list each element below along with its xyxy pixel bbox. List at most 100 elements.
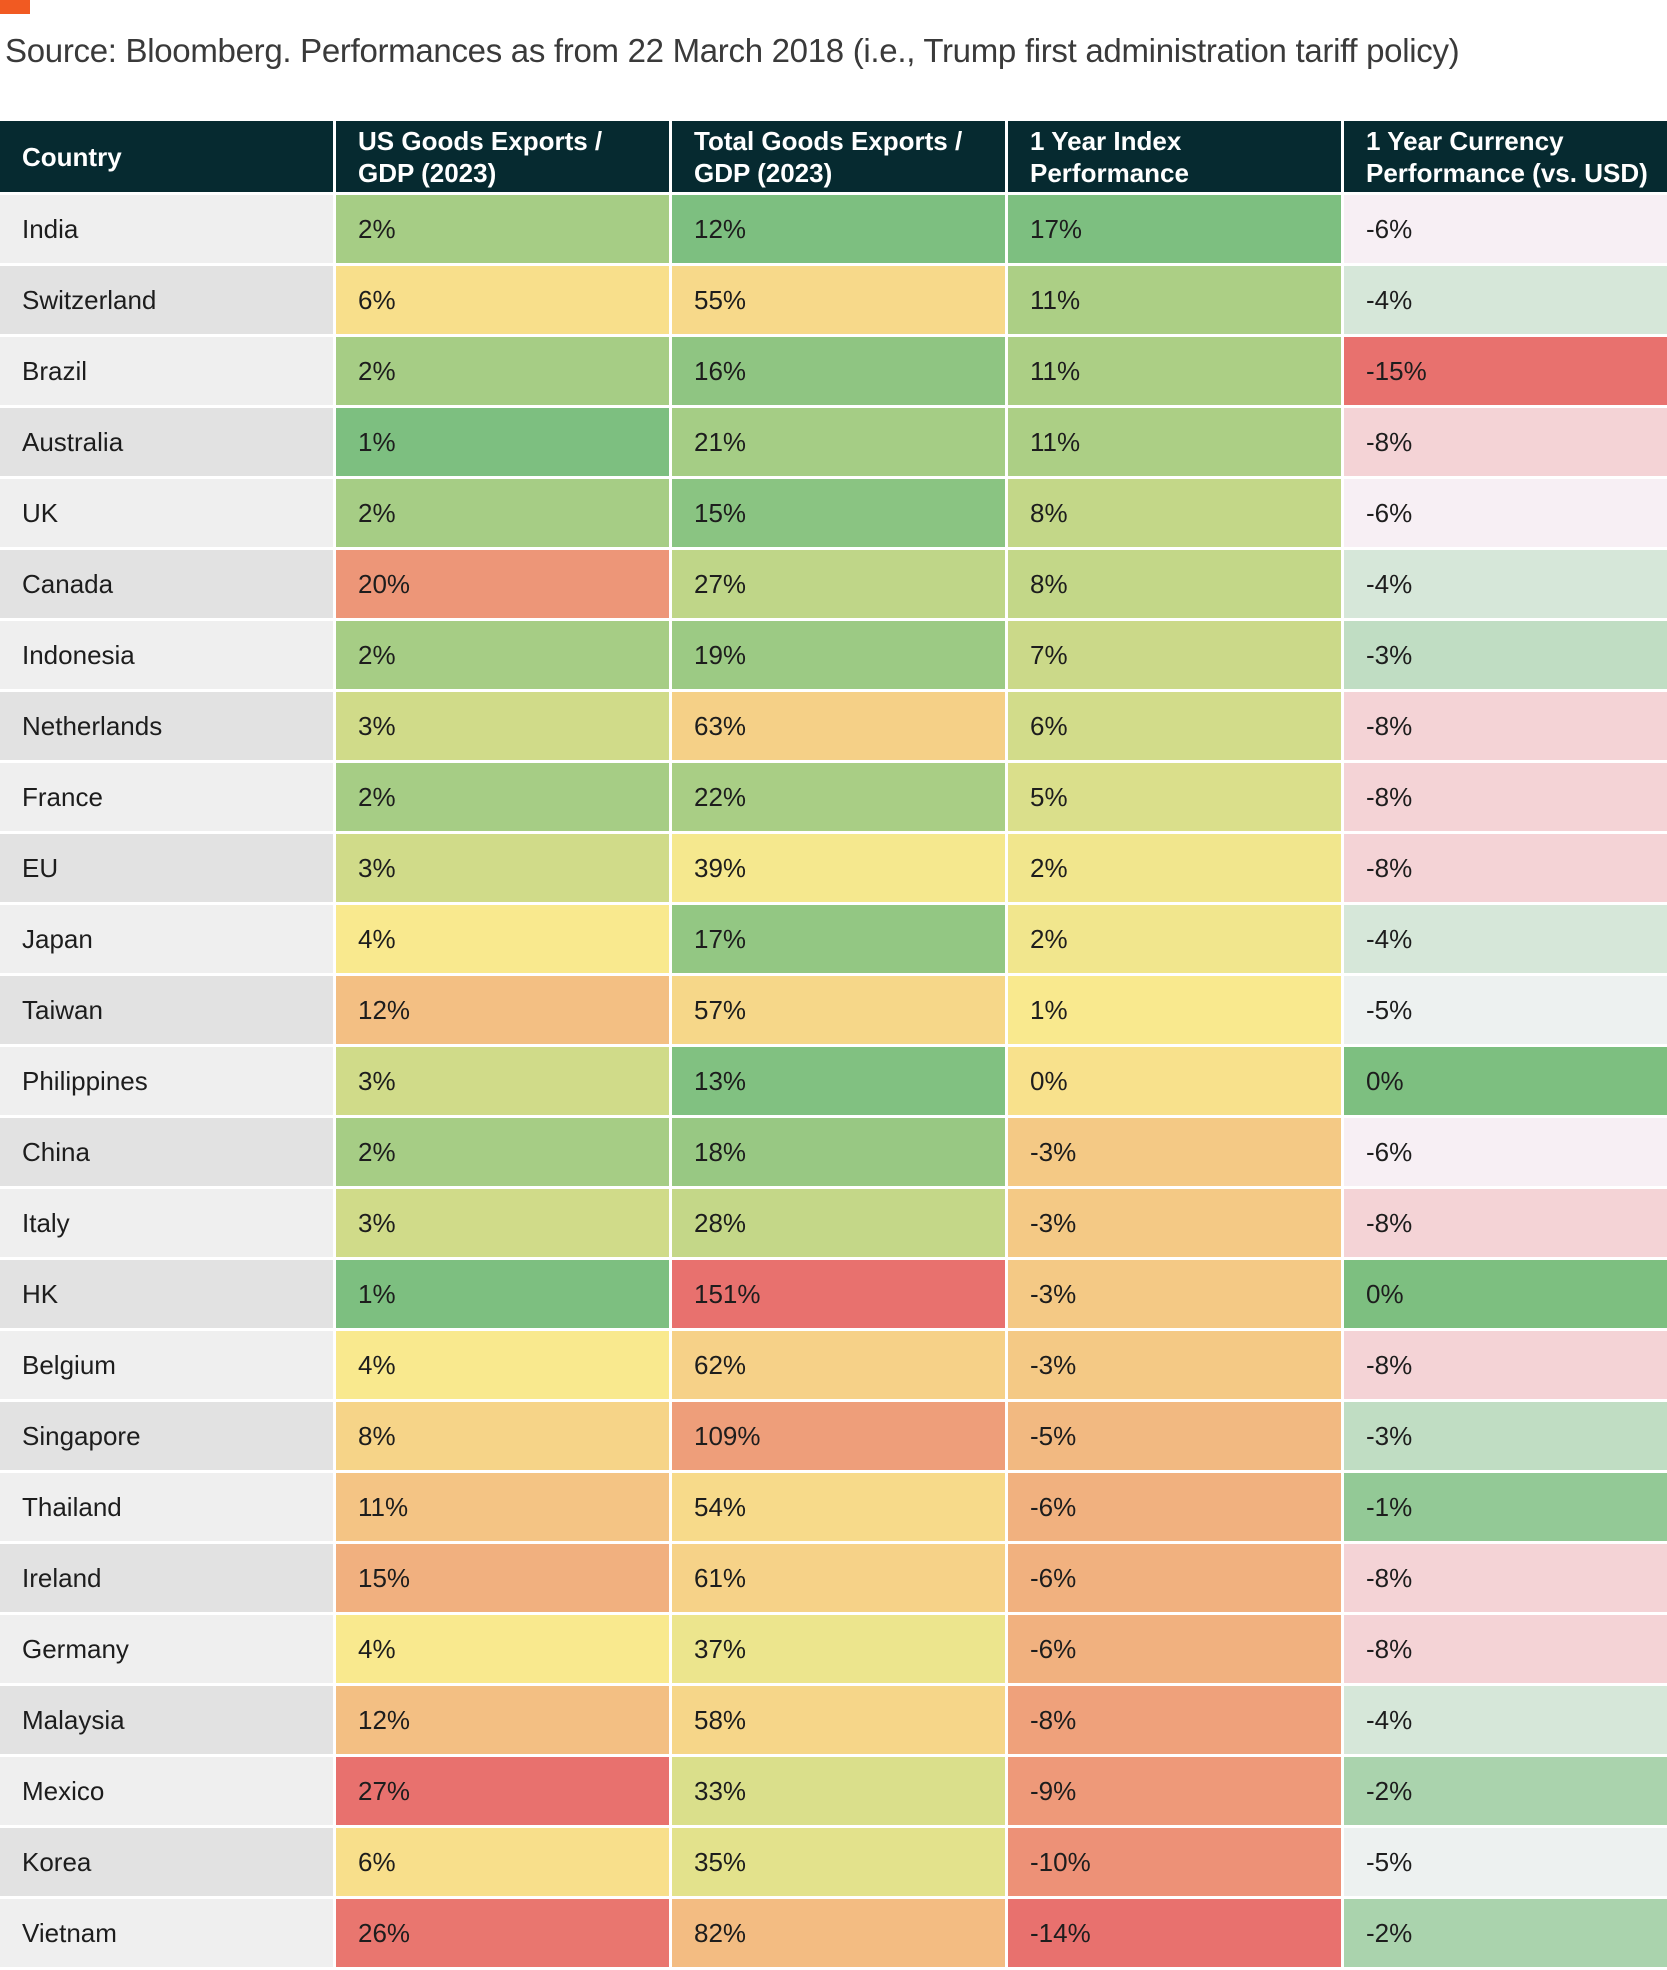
currency-performance-cell: -4% — [1344, 550, 1667, 618]
currency-performance-cell: -2% — [1344, 1899, 1667, 1967]
currency-performance-cell: -5% — [1344, 976, 1667, 1044]
us-exports-gdp-cell: 12% — [336, 1686, 669, 1754]
currency-performance-cell: 0% — [1344, 1260, 1667, 1328]
table-row: Korea 6% 35% -10% -5% — [0, 1828, 1667, 1896]
country-cell: Netherlands — [0, 692, 333, 760]
total-exports-gdp-cell: 18% — [672, 1118, 1005, 1186]
country-cell: Germany — [0, 1615, 333, 1683]
index-performance-cell: 6% — [1008, 692, 1341, 760]
total-exports-gdp-cell: 55% — [672, 266, 1005, 334]
country-cell: Mexico — [0, 1757, 333, 1825]
table-row: Vietnam 26% 82% -14% -2% — [0, 1899, 1667, 1967]
country-cell: UK — [0, 479, 333, 547]
us-exports-gdp-cell: 2% — [336, 1118, 669, 1186]
currency-performance-cell: -6% — [1344, 1118, 1667, 1186]
country-cell: Korea — [0, 1828, 333, 1896]
us-exports-gdp-cell: 4% — [336, 905, 669, 973]
country-cell: Italy — [0, 1189, 333, 1257]
table-row: Switzerland 6% 55% 11% -4% — [0, 266, 1667, 334]
total-exports-gdp-cell: 39% — [672, 834, 1005, 902]
total-exports-gdp-cell: 63% — [672, 692, 1005, 760]
us-exports-gdp-cell: 12% — [336, 976, 669, 1044]
currency-performance-cell: -8% — [1344, 1544, 1667, 1612]
index-performance-cell: -10% — [1008, 1828, 1341, 1896]
currency-performance-cell: -4% — [1344, 266, 1667, 334]
total-exports-gdp-cell: 33% — [672, 1757, 1005, 1825]
total-exports-gdp-cell: 15% — [672, 479, 1005, 547]
country-cell: Taiwan — [0, 976, 333, 1044]
country-cell: Philippines — [0, 1047, 333, 1115]
table-row: Indonesia 2% 19% 7% -3% — [0, 621, 1667, 689]
total-exports-gdp-cell: 17% — [672, 905, 1005, 973]
total-exports-gdp-cell: 22% — [672, 763, 1005, 831]
us-exports-gdp-cell: 15% — [336, 1544, 669, 1612]
currency-performance-cell: -2% — [1344, 1757, 1667, 1825]
index-performance-cell: 2% — [1008, 905, 1341, 973]
country-cell: China — [0, 1118, 333, 1186]
us-exports-gdp-cell: 20% — [336, 550, 669, 618]
currency-performance-cell: -8% — [1344, 763, 1667, 831]
index-performance-cell: 8% — [1008, 479, 1341, 547]
us-exports-gdp-cell: 26% — [336, 1899, 669, 1967]
us-exports-gdp-cell: 4% — [336, 1331, 669, 1399]
country-cell: Belgium — [0, 1331, 333, 1399]
us-exports-gdp-cell: 6% — [336, 1828, 669, 1896]
us-exports-gdp-cell: 8% — [336, 1402, 669, 1470]
table-row: China 2% 18% -3% -6% — [0, 1118, 1667, 1186]
table-row: Belgium 4% 62% -3% -8% — [0, 1331, 1667, 1399]
country-cell: HK — [0, 1260, 333, 1328]
total-exports-gdp-cell: 61% — [672, 1544, 1005, 1612]
source-note: Source: Bloomberg. Performances as from … — [5, 32, 1460, 69]
currency-performance-cell: -4% — [1344, 1686, 1667, 1754]
table-row: EU 3% 39% 2% -8% — [0, 834, 1667, 902]
currency-performance-cell: -6% — [1344, 479, 1667, 547]
total-exports-gdp-cell: 28% — [672, 1189, 1005, 1257]
heatmap-table: Country US Goods Exports / GDP (2023) To… — [0, 118, 1667, 1970]
column-header-index-performance: 1 Year Index Performance — [1008, 121, 1341, 192]
index-performance-cell: -5% — [1008, 1402, 1341, 1470]
country-cell: Malaysia — [0, 1686, 333, 1754]
column-header-total-exports-gdp: Total Goods Exports / GDP (2023) — [672, 121, 1005, 192]
table-row: Singapore 8% 109% -5% -3% — [0, 1402, 1667, 1470]
index-performance-cell: 11% — [1008, 408, 1341, 476]
us-exports-gdp-cell: 1% — [336, 1260, 669, 1328]
country-cell: Australia — [0, 408, 333, 476]
table-row: France 2% 22% 5% -8% — [0, 763, 1667, 831]
total-exports-gdp-cell: 12% — [672, 195, 1005, 263]
index-performance-cell: 11% — [1008, 266, 1341, 334]
us-exports-gdp-cell: 3% — [336, 692, 669, 760]
index-performance-cell: 11% — [1008, 337, 1341, 405]
table-row: Australia 1% 21% 11% -8% — [0, 408, 1667, 476]
column-header-us-exports-gdp: US Goods Exports / GDP (2023) — [336, 121, 669, 192]
table-row: Malaysia 12% 58% -8% -4% — [0, 1686, 1667, 1754]
total-exports-gdp-cell: 151% — [672, 1260, 1005, 1328]
table-row: Philippines 3% 13% 0% 0% — [0, 1047, 1667, 1115]
index-performance-cell: 1% — [1008, 976, 1341, 1044]
index-performance-cell: -3% — [1008, 1118, 1341, 1186]
currency-performance-cell: -1% — [1344, 1473, 1667, 1541]
us-exports-gdp-cell: 2% — [336, 195, 669, 263]
us-exports-gdp-cell: 1% — [336, 408, 669, 476]
index-performance-cell: -8% — [1008, 1686, 1341, 1754]
index-performance-cell: 5% — [1008, 763, 1341, 831]
us-exports-gdp-cell: 2% — [336, 763, 669, 831]
index-performance-cell: 2% — [1008, 834, 1341, 902]
table-row: Ireland 15% 61% -6% -8% — [0, 1544, 1667, 1612]
table-row: UK 2% 15% 8% -6% — [0, 479, 1667, 547]
total-exports-gdp-cell: 16% — [672, 337, 1005, 405]
table-row: India 2% 12% 17% -6% — [0, 195, 1667, 263]
us-exports-gdp-cell: 3% — [336, 834, 669, 902]
country-cell: Canada — [0, 550, 333, 618]
country-cell: India — [0, 195, 333, 263]
column-header-currency-performance: 1 Year Currency Performance (vs. USD) — [1344, 121, 1667, 192]
currency-performance-cell: -8% — [1344, 1331, 1667, 1399]
us-exports-gdp-cell: 2% — [336, 479, 669, 547]
us-exports-gdp-cell: 4% — [336, 1615, 669, 1683]
us-exports-gdp-cell: 27% — [336, 1757, 669, 1825]
country-cell: Thailand — [0, 1473, 333, 1541]
total-exports-gdp-cell: 27% — [672, 550, 1005, 618]
currency-performance-cell: 0% — [1344, 1047, 1667, 1115]
column-header-country: Country — [0, 121, 333, 192]
accent-mark — [0, 0, 30, 14]
country-cell: Ireland — [0, 1544, 333, 1612]
